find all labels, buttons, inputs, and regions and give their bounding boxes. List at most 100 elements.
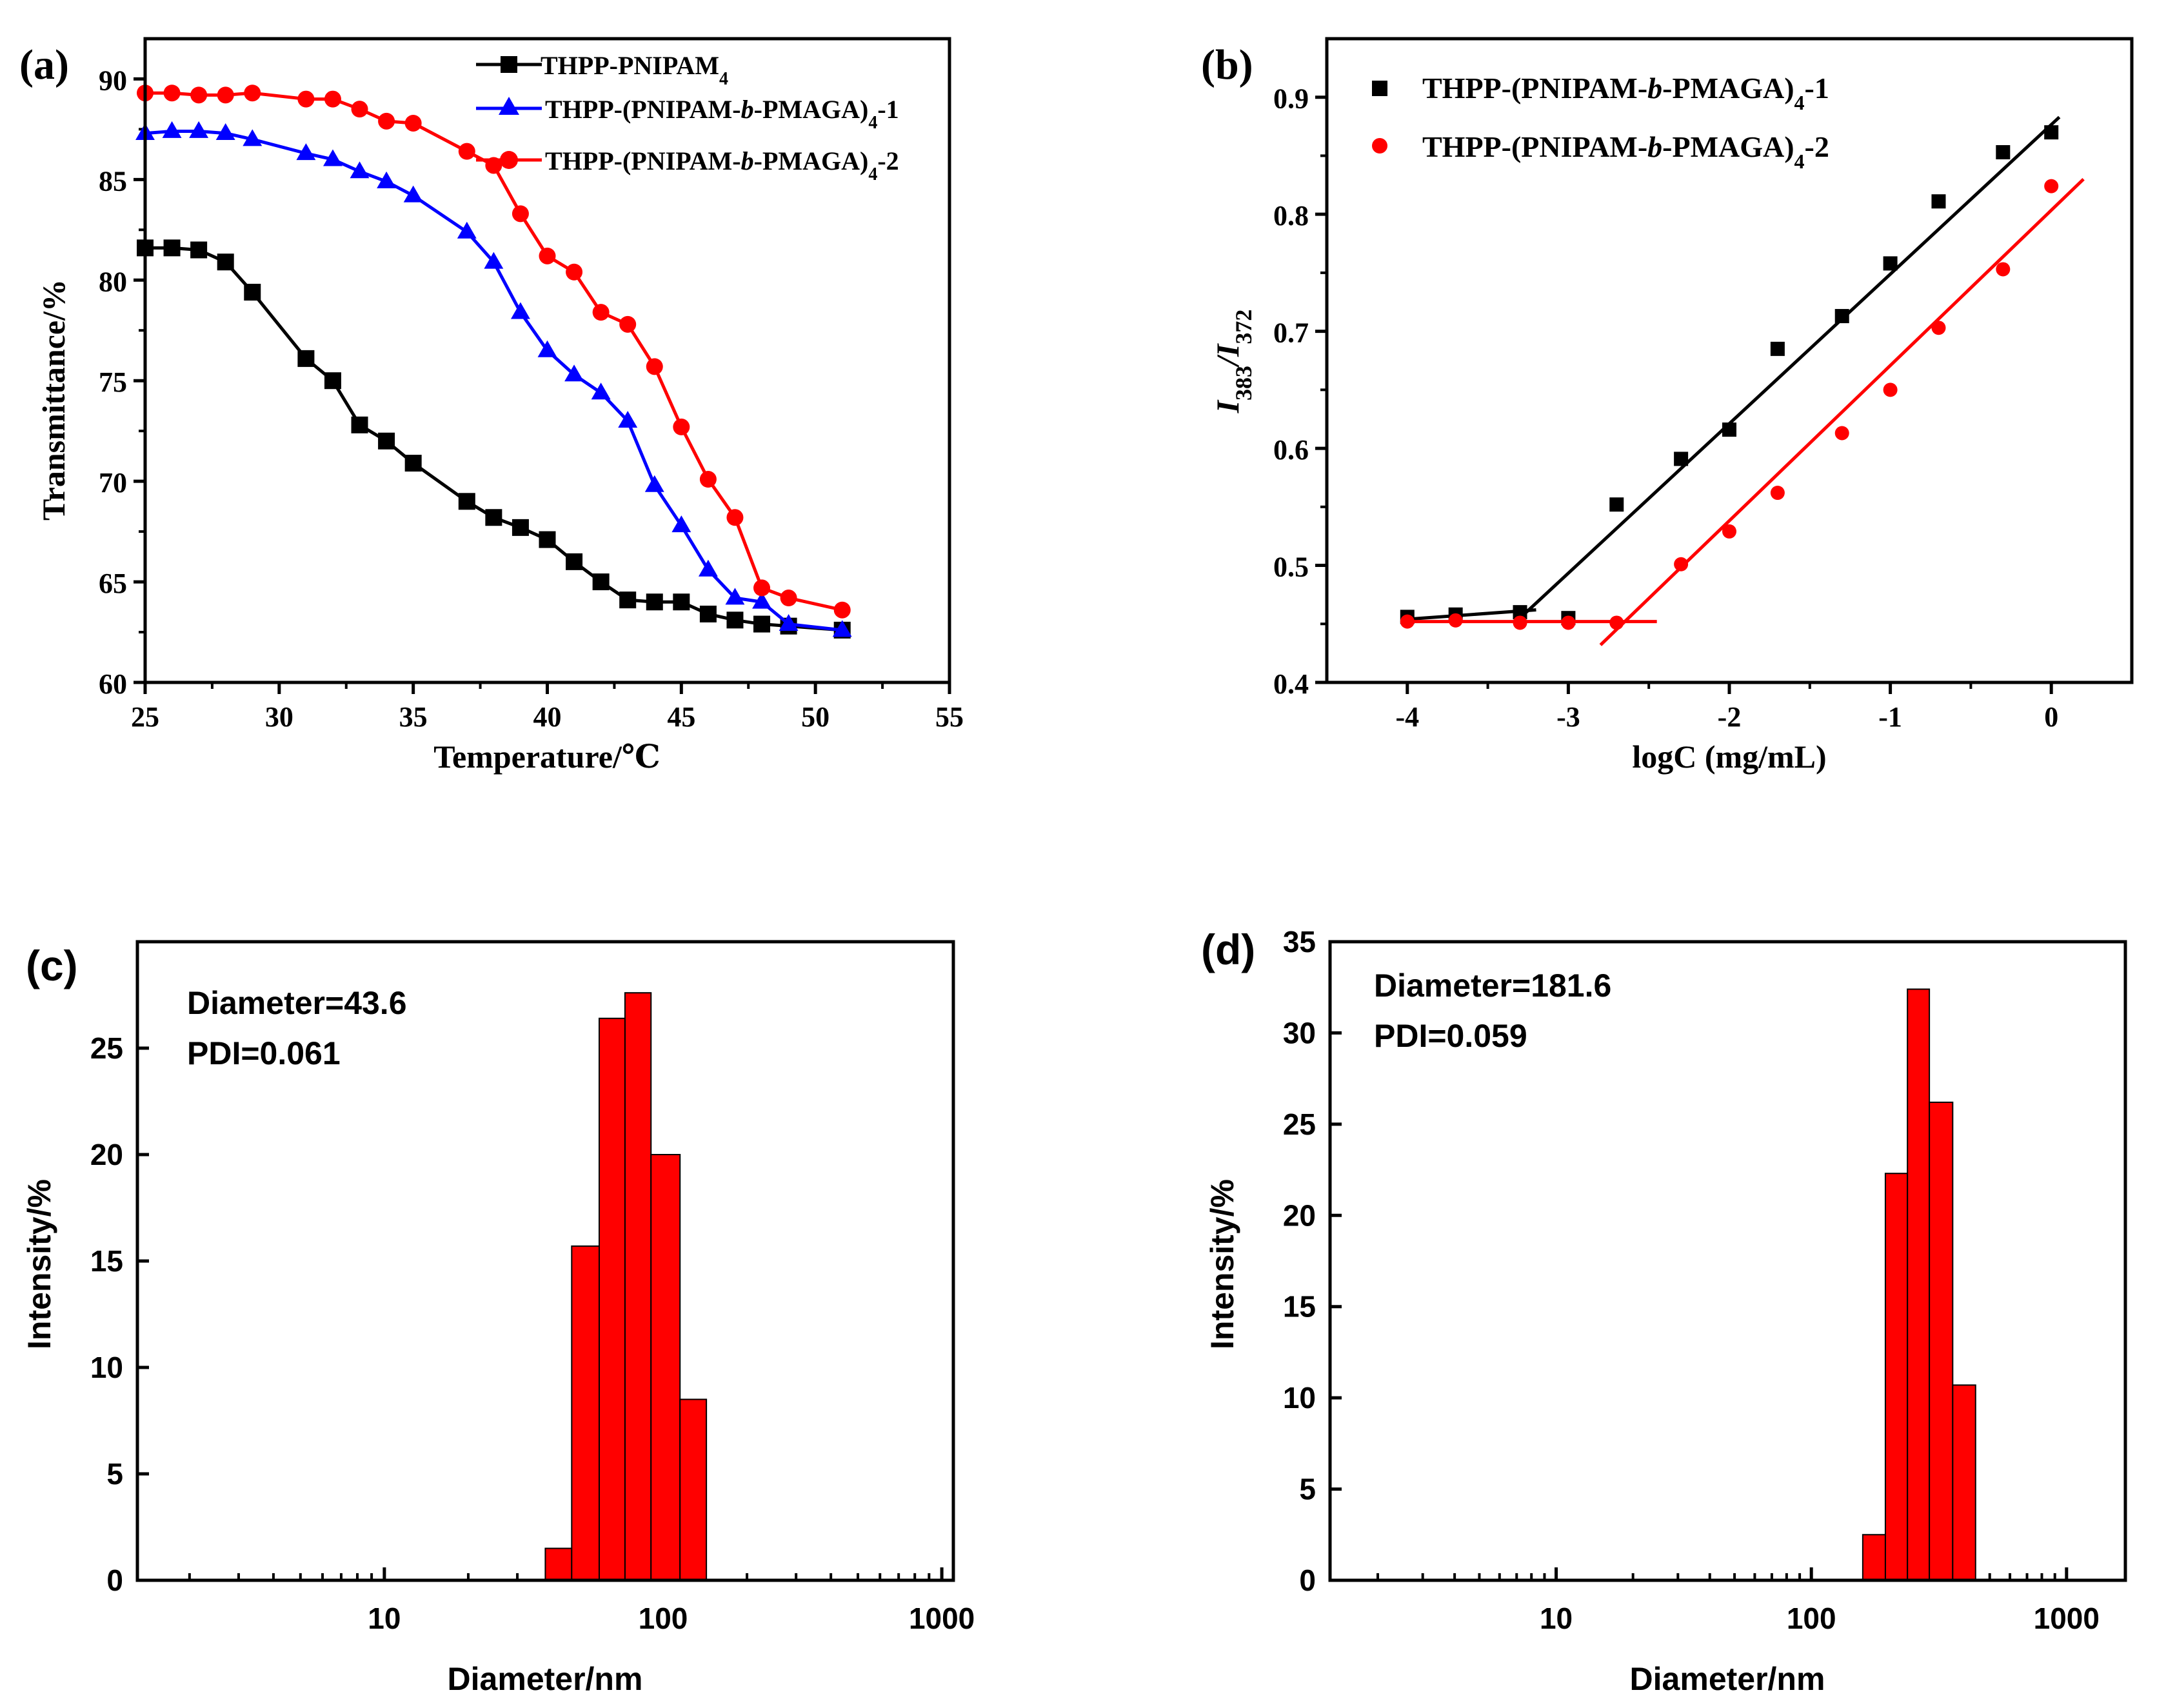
legend-square-marker bbox=[501, 56, 517, 73]
data-point-circle bbox=[1609, 615, 1624, 630]
data-point-square bbox=[244, 283, 261, 301]
y-tick-label: 80 bbox=[99, 266, 127, 297]
legend-label-3: THPP-(PNIPAM-b-PMAGA)4-2 bbox=[545, 146, 899, 184]
panel-d-plot-area: 10 100 1000 0 5 10 15 20 25 30 35 bbox=[1283, 925, 2100, 1635]
panel-c-plot-area: 10 100 1000 0 5 10 15 20 25 bbox=[90, 992, 975, 1635]
panel-c-diameter-annotation: Diameter=43.6 bbox=[187, 985, 407, 1021]
y-tick-label: 20 bbox=[90, 1138, 123, 1171]
data-point-triangle bbox=[215, 123, 235, 140]
data-point-circle bbox=[699, 471, 717, 488]
data-point-circle bbox=[163, 84, 181, 102]
panel-d-diameter-annotation: Diameter=181.6 bbox=[1374, 968, 1611, 1004]
panel-a-frame bbox=[143, 37, 951, 684]
histogram-bar bbox=[1929, 1101, 1954, 1581]
data-point-circle bbox=[1931, 321, 1946, 335]
data-point-square bbox=[378, 432, 395, 450]
data-point-square bbox=[1996, 145, 2011, 160]
y-tick-label: 30 bbox=[1283, 1016, 1316, 1049]
histogram-bar bbox=[598, 1017, 626, 1582]
data-point-square bbox=[1931, 194, 1946, 209]
panel-a-legend: THPP-PNIPAM4 THPP-(PNIPAM-b-PMAGA)4-1 TH… bbox=[476, 51, 899, 184]
x-tick-label: 50 bbox=[801, 701, 830, 733]
panel-d-frame bbox=[1328, 940, 2127, 1582]
data-point-circle bbox=[1561, 615, 1576, 630]
panel-a-transmittance-chart: (a) 25 30 35 40 45 50 55 60 65 70 75 80 85 90 Tempera… bbox=[19, 37, 964, 775]
y-tick-label: 0 bbox=[106, 1564, 123, 1597]
data-point-circle bbox=[2044, 179, 2059, 194]
y-tick-label: 0.4 bbox=[1273, 668, 1309, 700]
data-point-circle bbox=[539, 247, 556, 264]
y-tick-label: 25 bbox=[90, 1031, 123, 1065]
data-point-square bbox=[163, 239, 181, 257]
x-tick-label: -1 bbox=[1878, 701, 1902, 733]
data-point-circle bbox=[1400, 614, 1415, 629]
data-point-triangle bbox=[618, 410, 638, 428]
data-point-square bbox=[539, 531, 556, 548]
data-point-square bbox=[324, 372, 341, 390]
data-point-square bbox=[217, 253, 234, 271]
data-point-square bbox=[726, 611, 744, 629]
x-tick-label: 45 bbox=[667, 701, 695, 733]
data-point-circle bbox=[673, 418, 690, 435]
histogram-bar bbox=[1884, 1173, 1909, 1581]
x-tick-label: 1000 bbox=[909, 1602, 975, 1635]
y-tick-label: 10 bbox=[90, 1351, 123, 1384]
legend-label-1: THPP-PNIPAM4 bbox=[541, 51, 728, 89]
panel-b-x-axis-label: logC (mg/mL) bbox=[1632, 739, 1826, 775]
y-tick-label: 60 bbox=[99, 668, 127, 700]
data-point-triangle bbox=[537, 340, 557, 357]
data-point-circle bbox=[378, 112, 395, 130]
data-point-triangle bbox=[698, 559, 718, 577]
data-point-circle bbox=[646, 358, 663, 375]
x-tick-label: 100 bbox=[1787, 1602, 1836, 1635]
data-point-circle bbox=[1722, 524, 1736, 539]
histogram-bar bbox=[1907, 988, 1931, 1581]
data-point-triangle bbox=[644, 475, 664, 492]
legend-entry-pmaga-2: THPP-(PNIPAM-b-PMAGA)4-2 bbox=[476, 146, 899, 184]
y-tick-label: 75 bbox=[99, 366, 127, 398]
panel-d-x-axis-label: Diameter/nm bbox=[1630, 1661, 1825, 1697]
y-tick-label: 85 bbox=[99, 165, 127, 197]
histogram-bar bbox=[650, 1154, 681, 1581]
data-point-circle bbox=[1448, 613, 1463, 628]
histogram-bar bbox=[1862, 1534, 1886, 1581]
data-point-square bbox=[297, 350, 315, 367]
data-point-circle bbox=[619, 315, 637, 333]
panel-d-pdi-annotation: PDI=0.059 bbox=[1374, 1018, 1527, 1054]
panel-d-y-axis-label: Intensity/% bbox=[1204, 1179, 1240, 1349]
data-point-circle bbox=[512, 205, 529, 223]
data-point-circle bbox=[190, 86, 208, 104]
x-tick-label: 35 bbox=[399, 701, 428, 733]
data-point-circle bbox=[726, 509, 744, 526]
x-tick-label: -4 bbox=[1395, 701, 1419, 733]
data-point-circle bbox=[297, 90, 315, 108]
data-point-square bbox=[753, 615, 771, 633]
panel-b-frame bbox=[1325, 37, 2134, 684]
data-point-circle bbox=[1883, 382, 1898, 397]
y-tick-label: 0.5 bbox=[1273, 551, 1309, 583]
legend-entry-pmaga-1: THPP-(PNIPAM-b-PMAGA)4-1 bbox=[476, 95, 899, 133]
histogram-bar bbox=[679, 1398, 708, 1581]
y-tick-label: 10 bbox=[1283, 1381, 1316, 1415]
data-point-triangle bbox=[510, 302, 530, 319]
data-point-circle bbox=[1770, 486, 1785, 501]
y-tick-label: 20 bbox=[1283, 1198, 1316, 1232]
panel-label-b: (b) bbox=[1201, 41, 1253, 88]
series-line bbox=[144, 129, 843, 632]
data-point-triangle bbox=[403, 185, 423, 203]
data-point-circle bbox=[244, 84, 261, 102]
data-point-triangle bbox=[832, 620, 852, 637]
x-tick-label: -3 bbox=[1556, 701, 1580, 733]
legend-circle-marker bbox=[1372, 138, 1387, 154]
panel-b-y-axis-label: I383/I372 bbox=[1209, 310, 1257, 414]
panel-b-plot-area: -4 -3 -2 -1 0 0.4 0.5 0.6 0.7 0.8 0.9 bbox=[1273, 83, 2085, 733]
legend-triangle-marker bbox=[499, 97, 519, 115]
x-tick-label: 55 bbox=[935, 701, 964, 733]
legend-square-marker bbox=[1372, 81, 1387, 96]
data-point-square bbox=[566, 553, 583, 570]
data-point-triangle bbox=[323, 149, 343, 166]
fit-line bbox=[1518, 115, 2061, 620]
data-point-circle bbox=[1996, 262, 2011, 277]
data-point-square bbox=[1609, 497, 1624, 512]
data-point-triangle bbox=[779, 613, 799, 631]
